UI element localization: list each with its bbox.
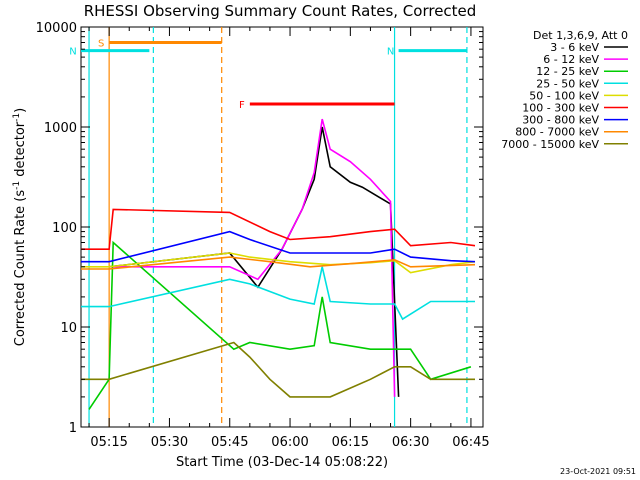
flag-label: N (69, 47, 76, 58)
y-axis-label-sup1: -1 (12, 181, 22, 190)
y-axis-label-mid: detector (13, 121, 28, 181)
y-axis-label: Corrected Count Rate (s-1 detector-1) (12, 108, 28, 346)
x-axis-ticks: 05:15 05:30 05:45 06:00 06:15 06:30 06:45 (88, 27, 490, 450)
legend-entry-label: 300 - 800 keV (522, 114, 599, 127)
x-axis-label: Start Time (03-Dec-14 05:08:22) (176, 455, 388, 470)
legend-entry-label: 100 - 300 keV (522, 102, 599, 115)
x-tick-label: 05:15 (90, 435, 127, 450)
y-axis-label-sup2: -1 (12, 113, 22, 122)
series-line (81, 230, 476, 263)
series-line (81, 256, 476, 270)
y-tick-label: 10 (60, 321, 77, 336)
series-line (81, 266, 475, 321)
y-tick-label: 100 (52, 221, 77, 236)
x-tick-label: 06:30 (392, 435, 429, 450)
legend-entry-label: 7000 - 15000 keV (501, 138, 599, 151)
x-tick-label: 06:00 (271, 435, 308, 450)
y-tick-label: 1 (69, 421, 77, 436)
y-axis-label-main: Corrected Count Rate (s (13, 190, 28, 347)
x-tick-label: 05:45 (211, 435, 248, 450)
legend-entry-label: 3 - 6 keV (550, 41, 599, 54)
x-tick-label: 05:30 (151, 435, 188, 450)
y-tick-label: 10000 (36, 21, 77, 36)
series-line (81, 341, 475, 398)
x-tick-label: 06:15 (332, 435, 369, 450)
legend-entry-label: 50 - 100 keV (529, 89, 599, 102)
flag-label: F (239, 100, 245, 111)
legend-entry-label: 800 - 7000 keV (515, 126, 599, 139)
generation-timestamp: 23-Oct-2021 09:51 (560, 467, 636, 476)
series-line (109, 118, 396, 397)
plot-area: S N N F 05:15 05:30 05:45 06:00 06:15 06:30 06:45… (36, 21, 490, 450)
legend-entry-label: 6 - 12 keV (543, 53, 599, 66)
flags-layer: S N N F (69, 38, 467, 111)
legend-entry-label: 12 - 25 keV (536, 65, 599, 78)
y-tick-label: 1000 (44, 121, 77, 136)
flag-label: S (98, 38, 104, 49)
series-layer (81, 118, 476, 410)
y-axis-ticks: 1 10 100 1000 10000 (36, 21, 483, 436)
legend-entry-label: 25 - 50 keV (536, 77, 599, 90)
series-line (81, 208, 476, 250)
series-line (109, 126, 400, 397)
flag-label: N (387, 47, 394, 58)
x-tick-label: 06:45 (452, 435, 489, 450)
legend-title: Det 1,3,6,9, Att 0 (533, 29, 628, 42)
series-line (88, 240, 472, 410)
chart-title: RHESSI Observing Summary Count Rates, Co… (84, 2, 477, 20)
y-axis-label-end: ) (13, 108, 28, 113)
